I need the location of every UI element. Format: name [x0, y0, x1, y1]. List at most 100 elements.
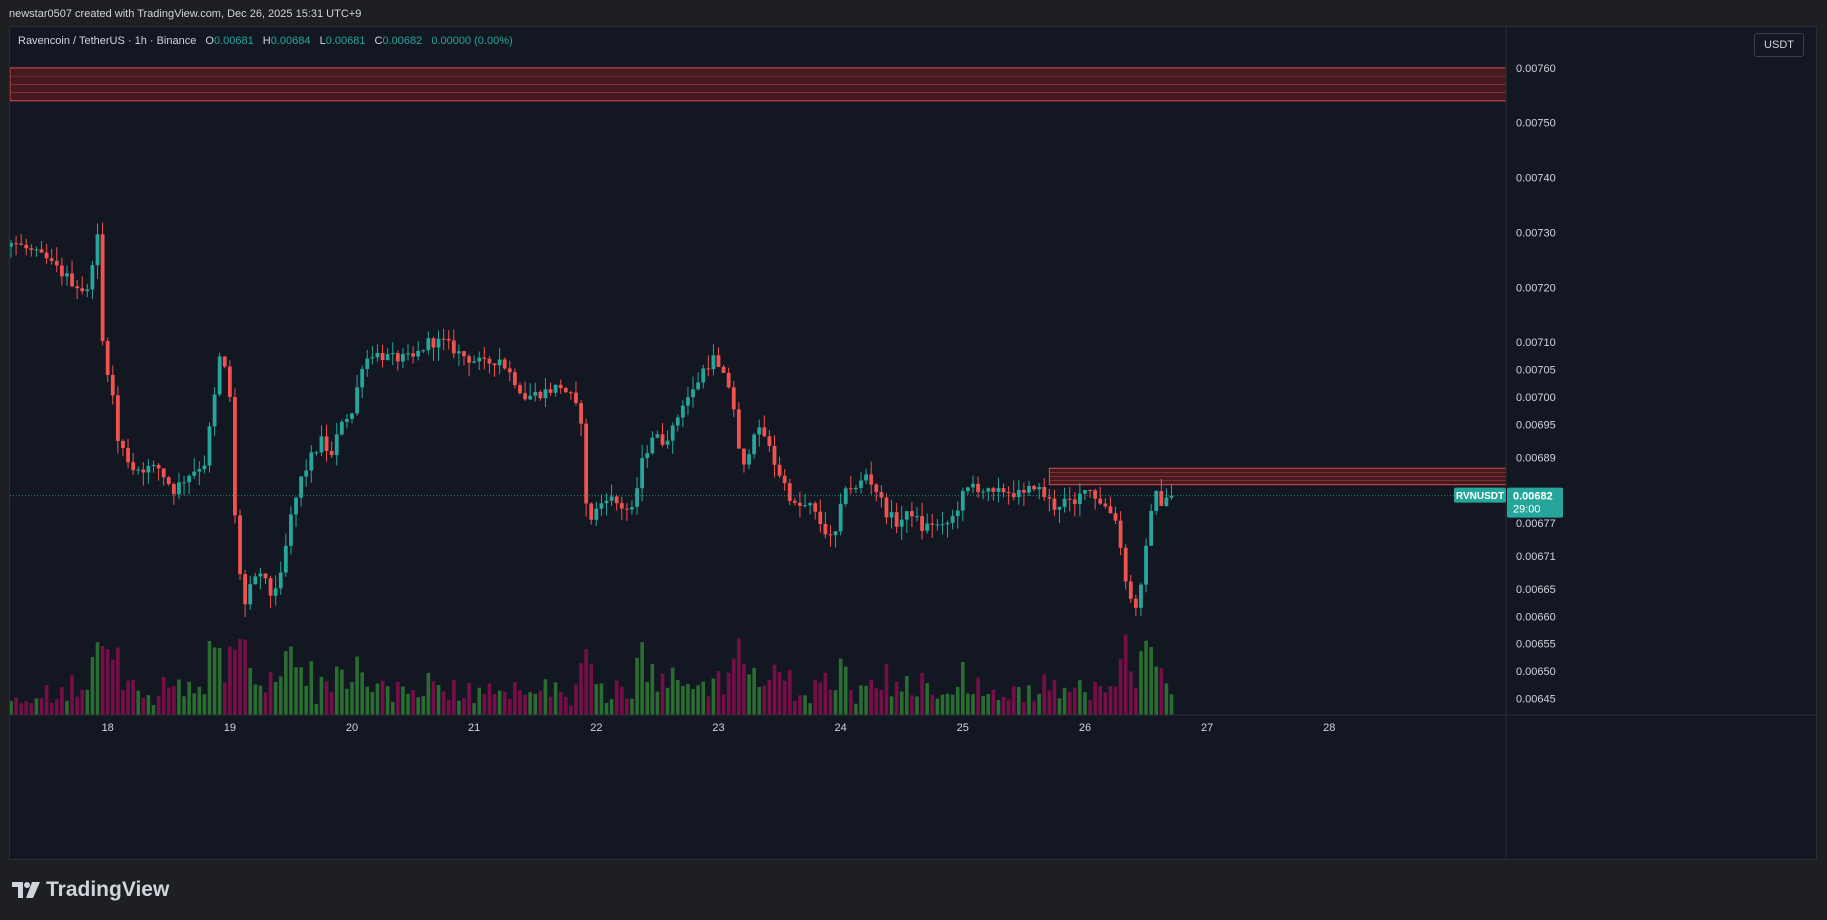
y-tick-label: 0.00671 [1516, 551, 1556, 563]
volume-bar [859, 685, 863, 715]
candle-body [131, 462, 136, 471]
candle [1006, 486, 1011, 505]
volume-bar [991, 689, 996, 715]
candle [538, 390, 543, 401]
volume-bar [396, 681, 400, 715]
candle-body [869, 474, 874, 485]
symbol-price-tag: RVNUSDT [1454, 487, 1506, 503]
candle-body [421, 350, 426, 352]
volume-bar [762, 685, 767, 715]
candle [543, 378, 548, 408]
tradingview-logo[interactable]: TradingView [12, 878, 169, 902]
volume-bar [462, 698, 466, 715]
volume-bar [202, 694, 207, 715]
candle-body [579, 403, 583, 424]
volume-bar [1144, 640, 1148, 715]
volume-bar [563, 696, 568, 715]
volume-bar [75, 696, 79, 715]
candle [54, 247, 59, 273]
candle [401, 348, 405, 368]
candle [345, 414, 349, 429]
candle-body [350, 413, 354, 419]
candle-body [1133, 598, 1138, 608]
candle-body [966, 487, 970, 492]
candle-body [787, 483, 792, 501]
candle [49, 248, 54, 265]
candle [115, 386, 120, 454]
volume-bar [278, 676, 283, 715]
candle [222, 356, 227, 369]
candle [59, 257, 64, 286]
volume-bar [1078, 680, 1082, 715]
candle-body [95, 234, 100, 266]
candle-body [533, 391, 538, 396]
volume-bar [345, 688, 349, 715]
volume-bar [686, 684, 690, 715]
candle [14, 235, 18, 256]
candle [65, 265, 69, 286]
currency-button[interactable]: USDT [1754, 33, 1804, 57]
y-tick-label: 0.00695 [1516, 419, 1556, 431]
volume-bars [10, 634, 1174, 715]
candle-body [431, 338, 436, 348]
volume-bar [619, 686, 624, 715]
candle [497, 347, 502, 375]
candle-body [289, 514, 293, 546]
volume-bar [487, 683, 492, 715]
x-tick-label: 25 [957, 722, 969, 734]
volume-bar [1052, 679, 1057, 715]
candle [121, 439, 125, 456]
candle-body [1067, 498, 1072, 500]
candle [874, 482, 879, 502]
candle-body [1154, 491, 1159, 511]
chart-panel[interactable]: 0.00760 0.00750 0.00740 0.00730 0.00720 0.007… [9, 26, 1817, 860]
volume-bar [920, 672, 924, 715]
candle [680, 400, 685, 428]
volume-bar [156, 696, 161, 715]
candle-body [457, 351, 461, 354]
candle-body [65, 273, 69, 277]
candle-body [1139, 584, 1143, 608]
candle-body [1144, 545, 1148, 585]
candle-body [798, 502, 802, 506]
volume-bar [217, 647, 222, 715]
candle-body [833, 531, 838, 536]
candle [355, 374, 359, 417]
volume-bar [1032, 701, 1036, 715]
volume-bar [253, 684, 258, 715]
candle [436, 330, 441, 361]
volume-bar [986, 694, 991, 715]
candle-body [1164, 497, 1169, 506]
candle [151, 460, 156, 473]
candle [640, 444, 645, 502]
volume-bar [854, 703, 858, 715]
candle [182, 475, 186, 496]
candle [670, 422, 675, 454]
candle-body [467, 356, 471, 363]
candle-body [299, 476, 304, 498]
price-chart[interactable]: 0.00760 0.00750 0.00740 0.00730 0.00720 0.007… [10, 27, 1817, 860]
candle-body [314, 452, 319, 454]
candle [706, 355, 711, 377]
volume-bar [14, 697, 18, 715]
candle-body [451, 340, 456, 354]
candle-body [90, 265, 95, 290]
candle [177, 472, 181, 500]
candle [268, 575, 273, 609]
volume-bar [670, 667, 675, 715]
candle [787, 478, 792, 506]
candle [294, 496, 298, 527]
volume-bar [263, 692, 268, 715]
candle-body [512, 372, 517, 386]
candle-body [889, 512, 894, 518]
candle [212, 387, 217, 436]
volume-bar [243, 639, 247, 715]
candle [334, 423, 339, 466]
volume-bar [955, 686, 960, 715]
candle [609, 484, 614, 506]
candle-body [568, 392, 573, 394]
candle-body [121, 440, 125, 448]
candle-body [507, 368, 512, 373]
volume-bar [492, 693, 497, 715]
candle-body [960, 491, 965, 511]
